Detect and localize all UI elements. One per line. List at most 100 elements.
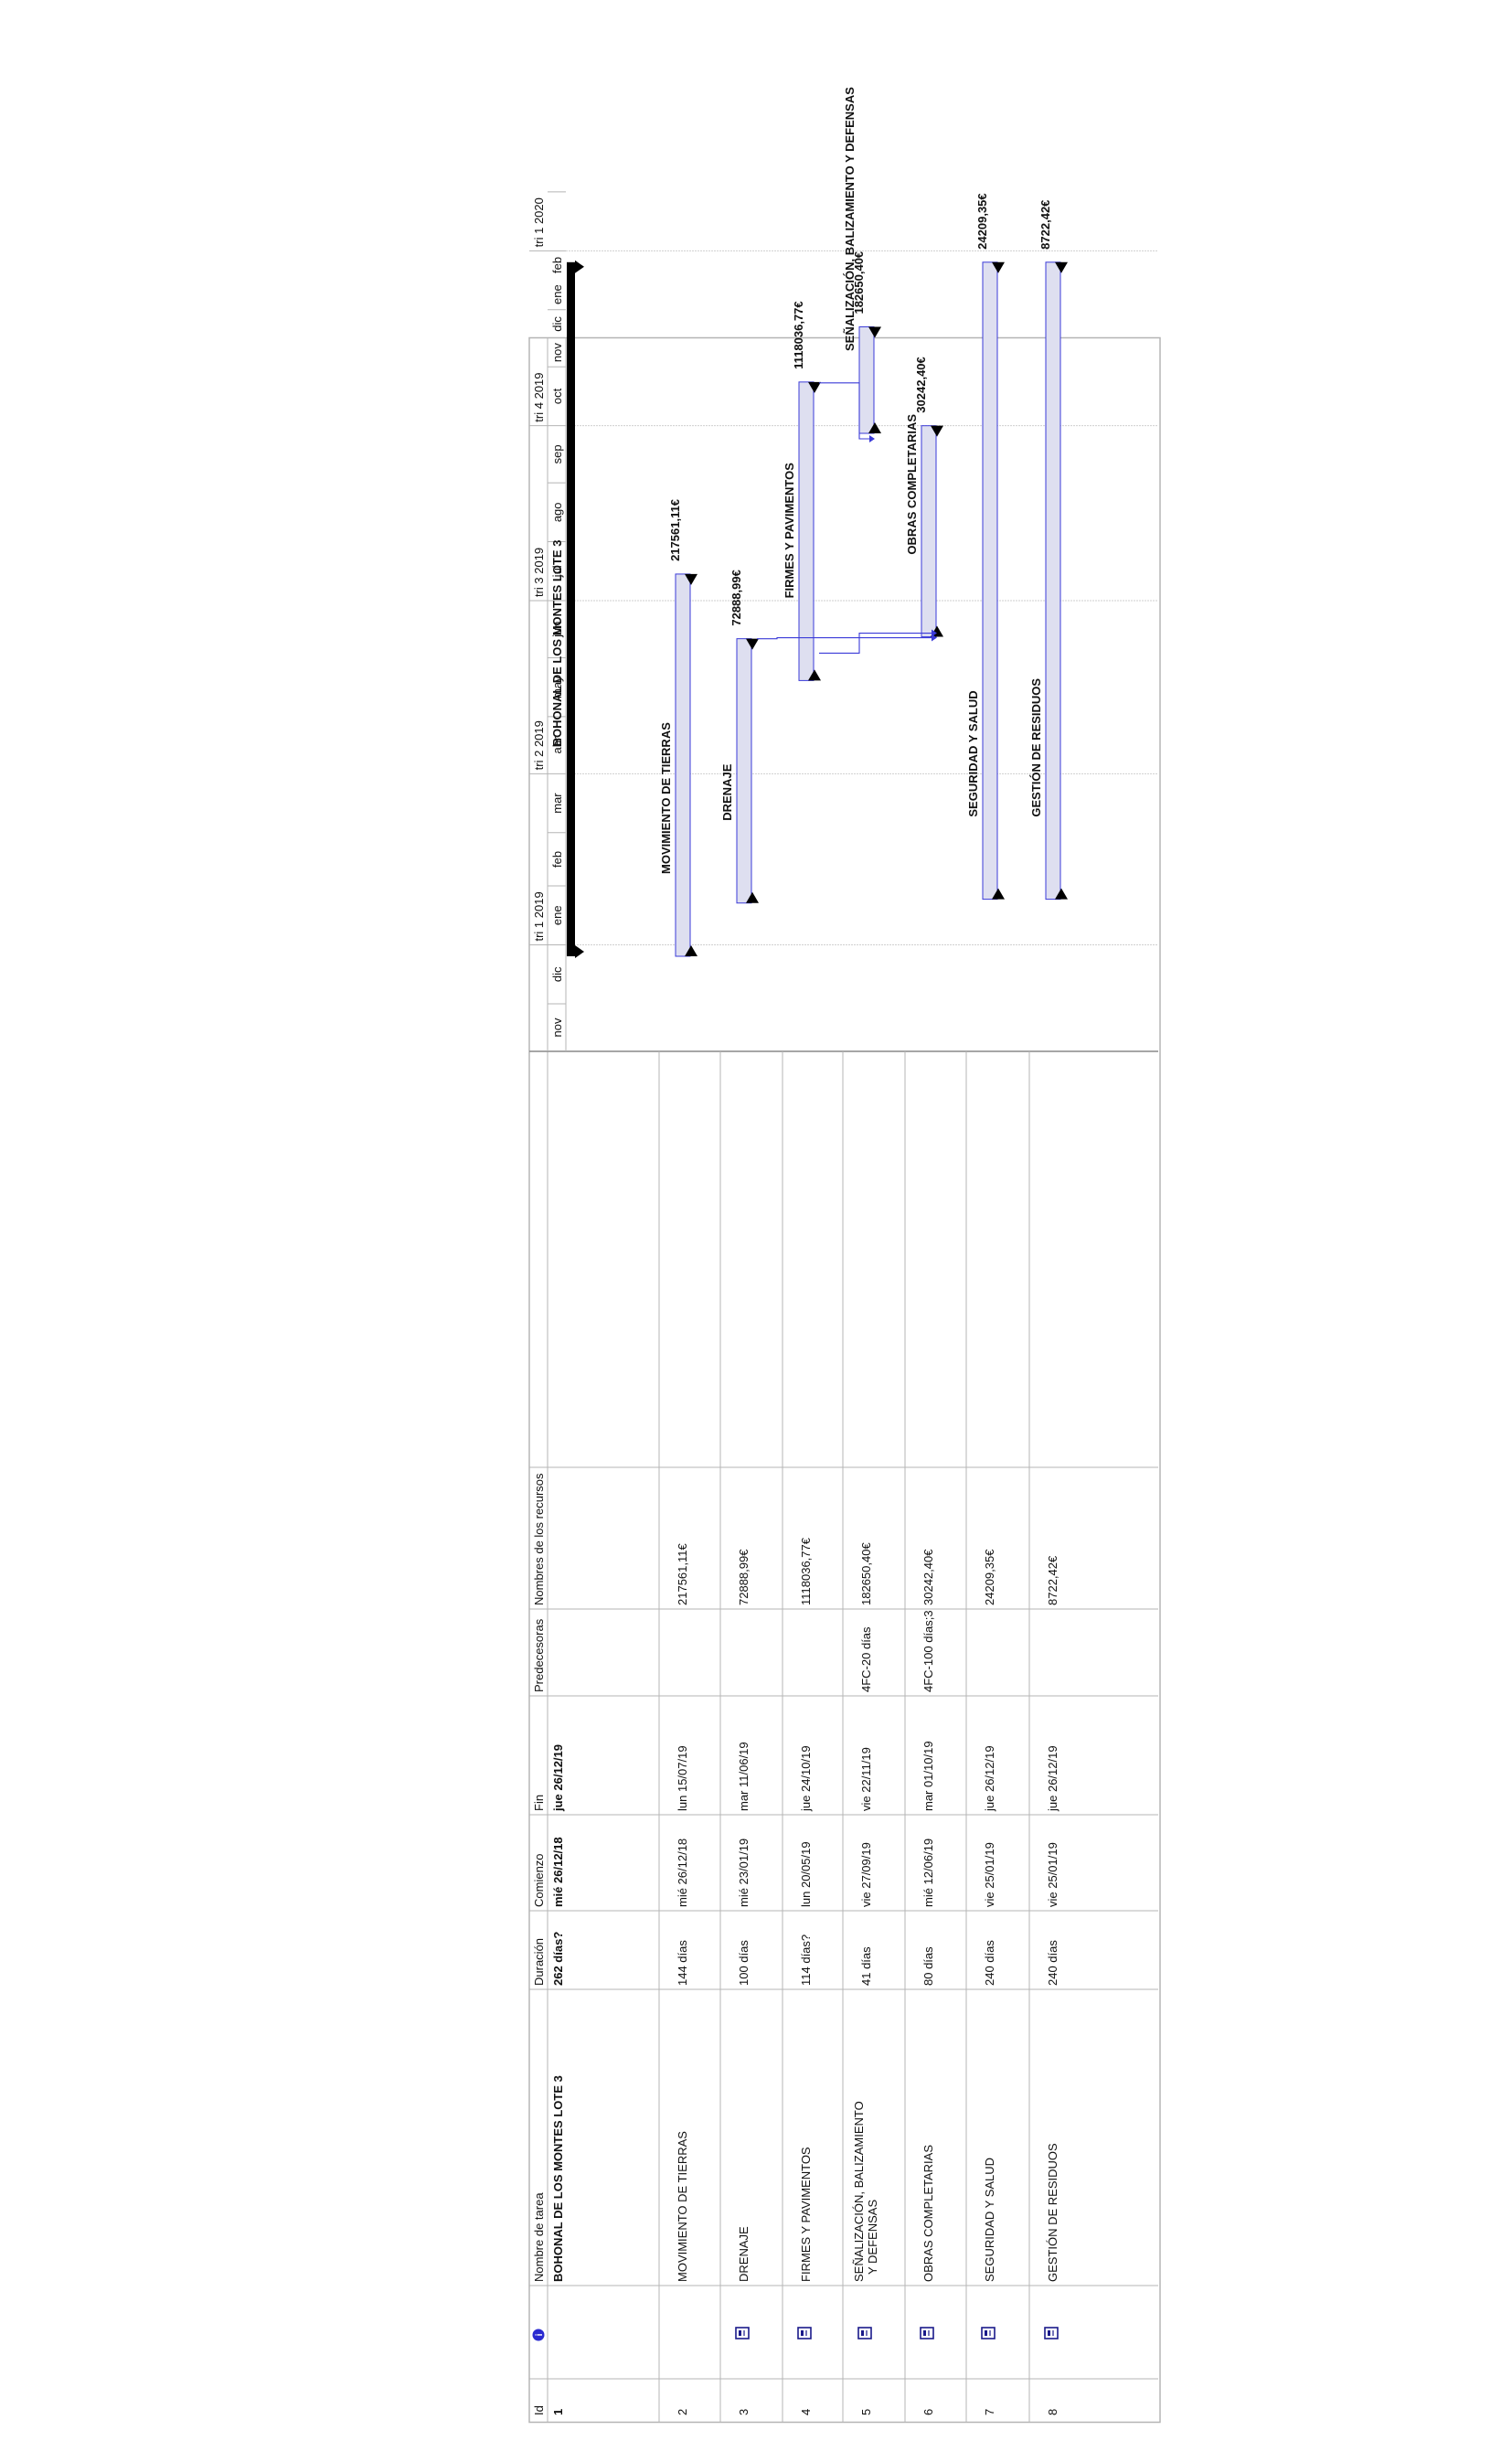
- cell-resources: 217561,11€: [676, 1543, 689, 1605]
- cell-name: Y DEFENSAS: [866, 2200, 879, 2275]
- cell-id: 3: [737, 2409, 751, 2415]
- month-label: dic: [550, 966, 564, 982]
- cell-end: jue 26/12/19: [551, 1744, 565, 1812]
- cell-start: mié 23/01/19: [737, 1839, 751, 1907]
- task-cost-label: 8722,42€: [1038, 200, 1052, 250]
- cell-id: 8: [1046, 2409, 1059, 2415]
- info-circle-icon-glyph: i: [535, 2333, 545, 2336]
- task-bar[interactable]: [1045, 261, 1061, 901]
- task-bar-start-marker: [1055, 888, 1068, 900]
- task-cost-label: 182650,40€: [852, 251, 866, 314]
- task-cost-label: 1118036,77€: [792, 301, 805, 368]
- dependency-arrowhead: [932, 634, 937, 642]
- month-label: jul: [550, 565, 564, 578]
- cell-duration: 41 días: [859, 1946, 873, 1986]
- task-bar-end-marker: [746, 638, 759, 650]
- cell-name: SEGURIDAD Y SALUD: [983, 2158, 996, 2282]
- cell-resources: 8722,42€: [1046, 1555, 1059, 1605]
- task-notes-icon[interactable]: [797, 2327, 812, 2339]
- quarter-label: tri 2 2019: [532, 720, 546, 770]
- dependency-link: [757, 637, 936, 640]
- task-bar[interactable]: [982, 261, 998, 901]
- task-bar[interactable]: [798, 381, 815, 681]
- summary-bar[interactable]: [567, 261, 575, 956]
- month-label: abr: [550, 736, 564, 753]
- task-bar-end-marker: [992, 261, 1005, 273]
- task-notes-icon[interactable]: [735, 2327, 750, 2339]
- cell-duration: 100 días: [737, 1940, 751, 1986]
- summary-bar-end-cap: [575, 260, 584, 273]
- cell-end: jue 26/12/19: [1046, 1745, 1059, 1812]
- cell-start: vie 25/01/19: [1046, 1842, 1059, 1907]
- cell-duration: 114 días?: [799, 1934, 813, 1986]
- cell-id: 4: [799, 2409, 813, 2415]
- quarter-label: tri 1 2020: [532, 197, 546, 247]
- task-notes-icon-frame: [797, 2327, 812, 2339]
- task-bar[interactable]: [736, 638, 752, 904]
- cell-name: DRENAJE: [737, 2226, 751, 2282]
- quarter-label: tri 1 2019: [532, 891, 546, 941]
- task-notes-icon-mark: [801, 2330, 804, 2336]
- cell-start: mié 26/12/18: [551, 1837, 565, 1907]
- task-notes-icon[interactable]: [857, 2327, 872, 2339]
- cell-end: vie 22/11/19: [859, 1747, 873, 1811]
- task-bar-start-marker: [992, 888, 1005, 900]
- task-cost-label: 24209,35€: [975, 193, 989, 249]
- month-label: dic: [550, 316, 564, 332]
- gantt-chart: Id i Nombre de tarea Duración Comienzo Fin Pre…: [528, 87, 1161, 2424]
- task-bar-start-marker: [746, 891, 759, 903]
- task-name-label: SEÑALIZACIÓN, BALIZAMIENTO Y DEFENSAS: [843, 87, 857, 351]
- task-notes-icon-frame: [735, 2327, 750, 2339]
- cell-end: jue 24/10/19: [799, 1745, 813, 1812]
- month-label: jun: [550, 622, 564, 638]
- month-label: feb: [550, 851, 564, 868]
- task-notes-icon-mark: [923, 2330, 926, 2336]
- dependency-link: [819, 382, 874, 440]
- header-end: Fin: [532, 1795, 546, 1811]
- cell-start: vie 25/01/19: [983, 1842, 996, 1907]
- task-notes-icon-mark: [985, 2330, 987, 2336]
- cell-duration: 80 días: [921, 1946, 935, 1986]
- quarter-label: tri 4 2019: [532, 372, 546, 421]
- task-cost-label: 72888,99€: [729, 570, 743, 625]
- cell-start: mié 26/12/18: [676, 1839, 689, 1907]
- task-notes-icon[interactable]: [981, 2327, 996, 2339]
- task-name-label: OBRAS COMPLETARIAS: [905, 414, 919, 555]
- task-notes-icon-frame: [1044, 2327, 1059, 2339]
- cell-end: lun 15/07/19: [676, 1745, 689, 1811]
- task-bar[interactable]: [675, 573, 691, 957]
- info-circle-icon-disc: [532, 2329, 545, 2341]
- month-label: nov: [550, 1018, 564, 1037]
- cell-duration: 144 días: [676, 1940, 689, 1986]
- cell-end: mar 11/06/19: [737, 1742, 751, 1811]
- task-name-label: MOVIMIENTO DE TIERRAS: [659, 722, 673, 874]
- dependency-arrowhead: [869, 435, 875, 442]
- task-cost-label: 217561,11€: [668, 499, 682, 561]
- task-notes-icon[interactable]: [1044, 2327, 1059, 2339]
- task-name-label: GESTIÓN DE RESIDUOS: [1029, 678, 1043, 817]
- task-notes-icon-mark: [861, 2330, 864, 2336]
- summary-bar-start-cap: [575, 945, 584, 958]
- cell-start: mié 12/06/19: [921, 1839, 935, 1907]
- header-predecessors: Predecesoras: [532, 1618, 546, 1692]
- cell-end: mar 01/10/19: [921, 1741, 935, 1811]
- table-frame: [528, 336, 1161, 2424]
- task-notes-icon-frame: [920, 2327, 934, 2339]
- task-notes-icon-frame: [981, 2327, 996, 2339]
- cell-name: SEÑALIZACIÓN, BALIZAMIENTO: [852, 2101, 866, 2282]
- cell-resources: 24209,35€: [983, 1549, 996, 1605]
- cell-start: lun 20/05/19: [799, 1841, 813, 1907]
- month-label: ene: [550, 284, 564, 304]
- cell-name: GESTIÓN DE RESIDUOS: [1046, 2143, 1059, 2282]
- task-bar-end-marker: [868, 326, 881, 338]
- month-label: nov: [550, 343, 564, 362]
- summary-bar-label: BOHONAL DE LOS MONTES LOTE 3: [550, 540, 564, 747]
- gantt-sheet: Id i Nombre de tarea Duración Comienzo Fin Pre…: [326, 87, 1186, 2424]
- month-label: oct: [550, 388, 564, 404]
- task-bar[interactable]: [858, 326, 875, 434]
- task-bar[interactable]: [921, 425, 937, 638]
- task-bar-start-marker: [868, 422, 881, 433]
- cell-resources: 182650,40€: [859, 1542, 873, 1605]
- task-notes-icon[interactable]: [920, 2327, 934, 2339]
- month-label: ene: [550, 905, 564, 925]
